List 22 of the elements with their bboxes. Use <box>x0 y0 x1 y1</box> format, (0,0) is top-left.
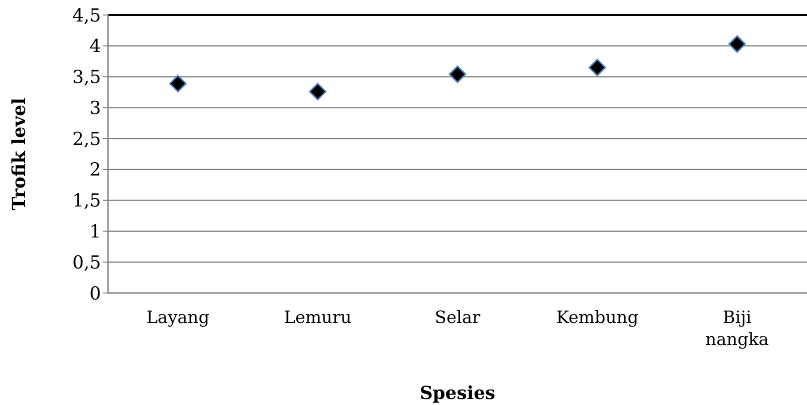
y-tick-label: 2 <box>90 160 101 181</box>
y-tick-label: 0,5 <box>72 252 101 274</box>
y-tick-label: 3 <box>90 98 101 119</box>
point <box>588 58 606 76</box>
y-tick-label: 1,5 <box>72 190 101 212</box>
x-axis-title: Spesies <box>420 383 496 404</box>
y-axis-title: Trofik level <box>9 98 30 210</box>
y-tick-label: 4,5 <box>72 5 101 26</box>
x-tick-label: Biji nangka <box>705 308 769 350</box>
y-tick-label: 4 <box>90 36 101 58</box>
x-tick-label: Lemuru <box>284 308 352 328</box>
point <box>169 74 187 92</box>
x-tick-label: Kembung <box>556 308 638 328</box>
point <box>448 66 466 84</box>
x-tick-label: Layang <box>146 308 210 328</box>
y-tick-label: 1 <box>90 222 101 243</box>
y-tick-label: 0 <box>90 283 101 304</box>
y-tick-label: 3,5 <box>72 67 101 88</box>
x-tick-label: Selar <box>434 308 482 328</box>
point <box>308 82 326 100</box>
y-tick-label: 2,5 <box>72 128 101 150</box>
point <box>728 35 746 53</box>
